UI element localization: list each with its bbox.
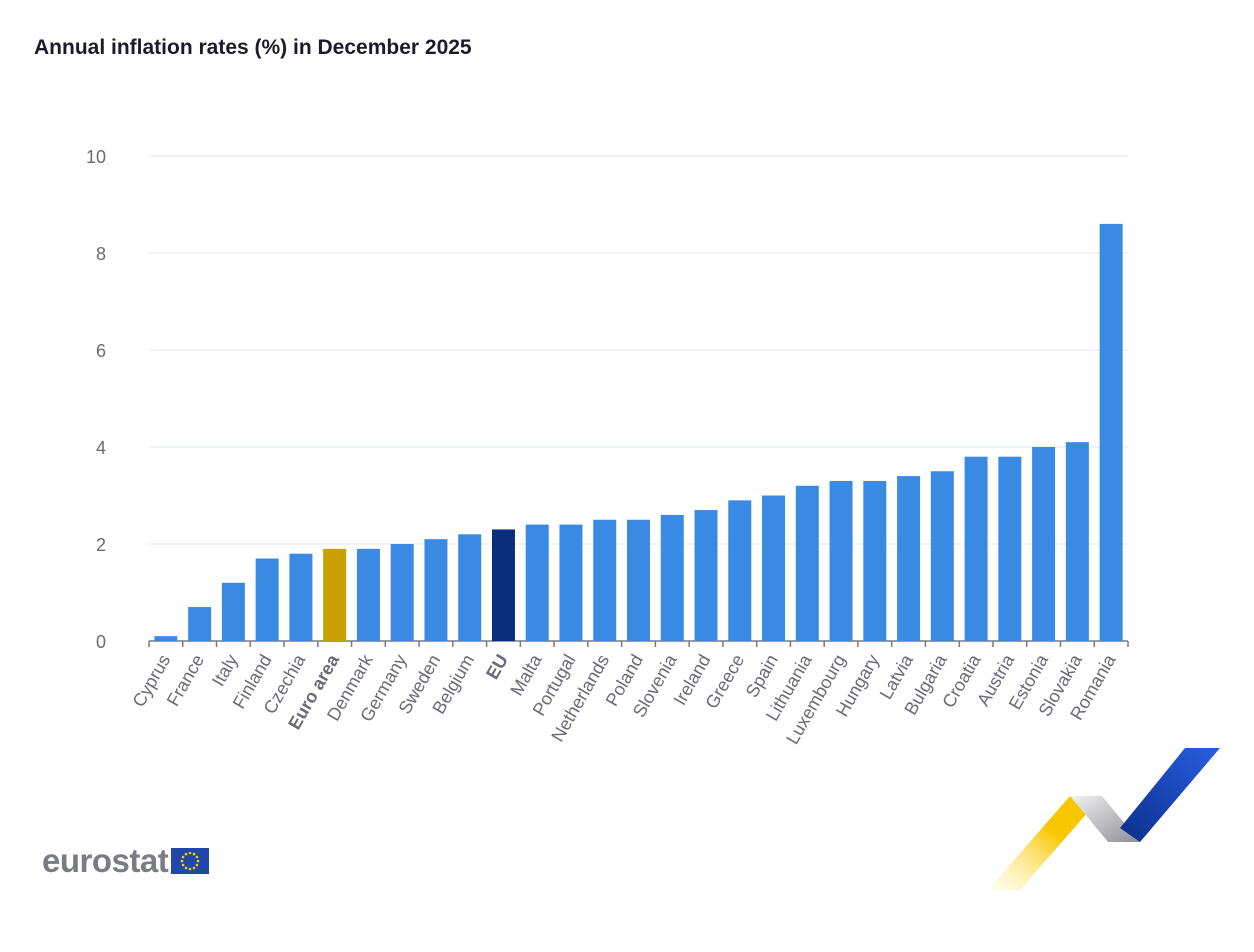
- bar-latvia[interactable]: [897, 476, 921, 641]
- bar-romania[interactable]: [1099, 223, 1123, 641]
- bar-denmark[interactable]: [356, 548, 380, 641]
- bar-malta[interactable]: [525, 524, 549, 641]
- bar-portugal[interactable]: [559, 524, 583, 641]
- bar-euro-area[interactable]: [323, 548, 347, 641]
- y-tick-label: 2: [96, 535, 106, 555]
- x-tick-label: EU: [482, 651, 512, 683]
- y-tick-label: 4: [96, 438, 106, 458]
- chart-title: Annual inflation rates (%) in December 2…: [34, 36, 472, 59]
- bar-slovenia[interactable]: [660, 514, 684, 641]
- bar-poland[interactable]: [627, 519, 650, 641]
- bar-ireland[interactable]: [694, 510, 718, 641]
- bar-germany[interactable]: [390, 544, 414, 641]
- y-tick-label: 0: [96, 632, 106, 652]
- y-tick-label: 8: [96, 244, 106, 264]
- bar-luxembourg[interactable]: [829, 480, 853, 641]
- bar-sweden[interactable]: [424, 539, 448, 641]
- y-tick-label: 6: [96, 341, 106, 361]
- bar-eu[interactable]: [491, 529, 515, 641]
- bar-belgium[interactable]: [458, 534, 482, 641]
- bar-italy[interactable]: [221, 582, 245, 641]
- y-tick-label: 10: [86, 147, 106, 167]
- bar-greece[interactable]: [728, 500, 752, 641]
- logo-text: eurostat: [42, 842, 169, 879]
- bar-spain[interactable]: [762, 495, 786, 642]
- decorative-ribbon: [988, 748, 1220, 890]
- bar-lithuania[interactable]: [795, 485, 819, 641]
- bar-finland[interactable]: [255, 558, 279, 641]
- eurostat-logo: eurostat: [42, 842, 210, 880]
- bar-estonia[interactable]: [1032, 447, 1056, 641]
- bar-slovakia[interactable]: [1065, 442, 1089, 641]
- bar-cyprus[interactable]: [154, 636, 178, 641]
- eu-flag-icon: [171, 848, 210, 874]
- bar-czechia[interactable]: [289, 553, 313, 641]
- bar-france[interactable]: [188, 607, 212, 641]
- bar-austria[interactable]: [998, 456, 1022, 641]
- x-tick-label: Italy: [208, 651, 242, 690]
- bar-croatia[interactable]: [964, 456, 988, 641]
- bar-hungary[interactable]: [863, 480, 887, 641]
- bar-bulgaria[interactable]: [930, 471, 954, 641]
- bar-netherlands[interactable]: [593, 519, 617, 641]
